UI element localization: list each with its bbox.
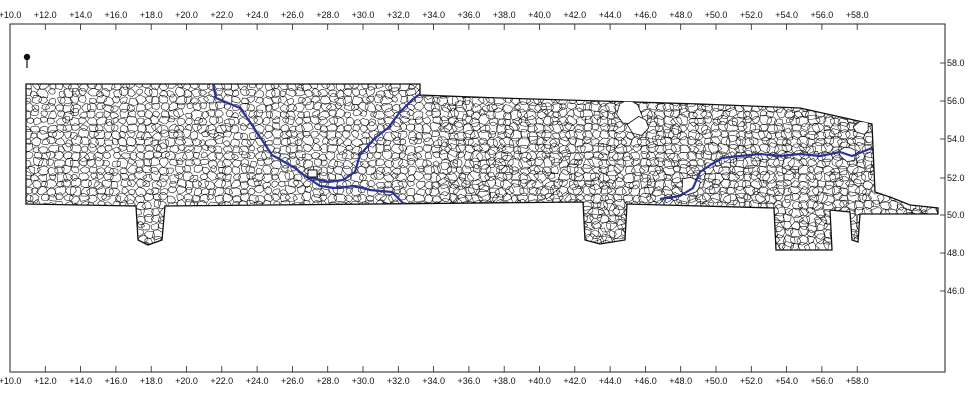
x-axis-label-bottom: +40.0 (528, 376, 551, 386)
x-axis-label-bottom: +16.0 (105, 376, 128, 386)
x-axis-label-bottom: +56.0 (811, 376, 834, 386)
x-axis-label-bottom: +54.0 (775, 376, 798, 386)
x-axis-label-top: +44.0 (599, 10, 622, 20)
y-axis-label: 58.0 (947, 58, 965, 68)
x-axis-label-top: +56.0 (811, 10, 834, 20)
x-axis-label-top: +32.0 (387, 10, 410, 20)
x-axis-label-top: +48.0 (669, 10, 692, 20)
x-axis-label-top: +18.0 (140, 10, 163, 20)
x-axis-label-bottom: +42.0 (563, 376, 586, 386)
x-axis-label-top: +22.0 (210, 10, 233, 20)
x-axis-label-top: +54.0 (775, 10, 798, 20)
x-axis-label-bottom: +58.0 (846, 376, 869, 386)
x-axis-label-top: +40.0 (528, 10, 551, 20)
x-axis-label-bottom: +14.0 (69, 376, 92, 386)
x-axis-label-bottom: +32.0 (387, 376, 410, 386)
x-axis-label-bottom: +22.0 (210, 376, 233, 386)
x-axis-label-top: +12.0 (34, 10, 57, 20)
x-axis-label-bottom: +36.0 (458, 376, 481, 386)
x-axis-label-top: +58.0 (846, 10, 869, 20)
x-axis-label-bottom: +46.0 (634, 376, 657, 386)
y-axis-label: 54.0 (947, 134, 965, 144)
x-axis-label-top: +34.0 (422, 10, 445, 20)
x-axis-label-bottom: +52.0 (740, 376, 763, 386)
x-axis-label-top: +52.0 (740, 10, 763, 20)
y-axis-label: 50.0 (947, 210, 965, 220)
x-axis-label-top: +38.0 (493, 10, 516, 20)
x-axis-label-bottom: +44.0 (599, 376, 622, 386)
pin-marker-icon (23, 53, 31, 68)
y-axis-label: 52.0 (947, 173, 965, 183)
y-axis-label: 48.0 (947, 248, 965, 258)
repair-boundary-lines (211, 83, 873, 205)
x-axis-label-top: +28.0 (316, 10, 339, 20)
x-axis-label-top: +10.0 (0, 10, 21, 20)
x-axis-label-top: +26.0 (281, 10, 304, 20)
y-axis-label: 56.0 (947, 96, 965, 106)
x-axis-label-bottom: +18.0 (140, 376, 163, 386)
x-axis-label-bottom: +30.0 (352, 376, 375, 386)
x-axis-label-bottom: +24.0 (246, 376, 269, 386)
x-axis-label-bottom: +26.0 (281, 376, 304, 386)
x-axis-label-bottom: +20.0 (175, 376, 198, 386)
x-axis-label-bottom: +12.0 (34, 376, 57, 386)
x-axis-label-top: +16.0 (105, 10, 128, 20)
x-axis-label-bottom: +38.0 (493, 376, 516, 386)
x-axis-label-top: +24.0 (246, 10, 269, 20)
x-axis-label-bottom: +48.0 (669, 376, 692, 386)
x-axis-label-top: +50.0 (705, 10, 728, 20)
x-axis-label-top: +20.0 (175, 10, 198, 20)
x-axis-label-top: +42.0 (563, 10, 586, 20)
y-axis-label: 46.0 (947, 286, 965, 296)
x-axis-label-top: +14.0 (69, 10, 92, 20)
x-axis-label-top: +36.0 (458, 10, 481, 20)
x-axis-label-bottom: +34.0 (422, 376, 445, 386)
x-axis-label-top: +30.0 (352, 10, 375, 20)
x-axis-label-top: +46.0 (634, 10, 657, 20)
x-axis-label-bottom: +10.0 (0, 376, 21, 386)
x-axis-label-bottom: +50.0 (705, 376, 728, 386)
x-axis-label-bottom: +28.0 (316, 376, 339, 386)
